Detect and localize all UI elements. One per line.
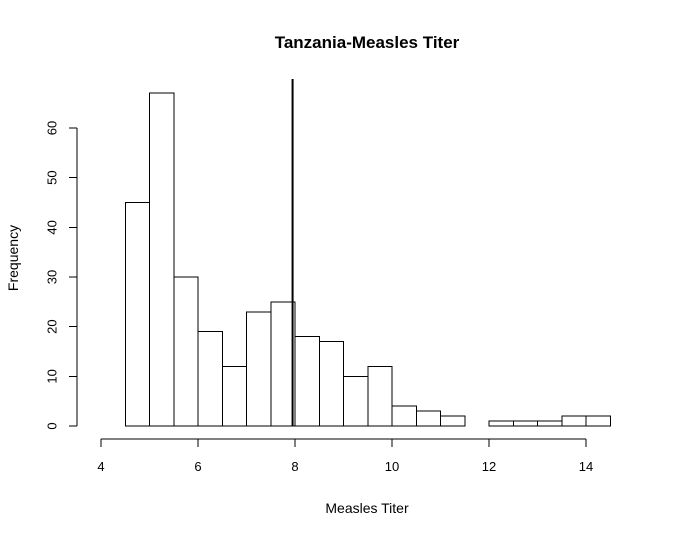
histogram-bar-19	[585, 415, 611, 427]
histogram-bar-16	[512, 420, 538, 427]
x-tick-label: 12	[482, 459, 496, 474]
x-tick-label: 14	[579, 459, 593, 474]
x-tick-label: 8	[291, 459, 298, 474]
histogram-bar-15	[488, 420, 514, 427]
x-axis: 4 6 8 10 12 14	[97, 438, 593, 474]
x-tick-label: 10	[385, 459, 399, 474]
x-axis-title: Measles Titer	[325, 500, 409, 516]
x-tick-label: 6	[194, 459, 201, 474]
y-tick-label: 40	[44, 220, 59, 234]
y-tick-label: 60	[44, 121, 59, 135]
y-tick-label: 30	[44, 270, 59, 284]
bars-layer	[124, 92, 611, 427]
chart-title: Tanzania-Measles Titer	[275, 33, 460, 52]
histogram-bar-0	[124, 202, 150, 427]
y-tick-label: 10	[44, 369, 59, 383]
histogram-bar-7	[294, 336, 320, 427]
histogram-bar-1	[149, 92, 175, 427]
histogram-bar-9	[343, 375, 369, 427]
histogram-bar-6	[270, 301, 296, 427]
histogram-bar-10	[367, 365, 393, 427]
y-axis-title: Frequency	[5, 225, 21, 291]
histogram-bar-17	[537, 420, 563, 427]
histogram-bar-3	[197, 331, 223, 427]
histogram-bar-8	[318, 341, 344, 427]
y-tick-label: 50	[44, 170, 59, 184]
histogram-bar-18	[561, 415, 587, 427]
x-tick-label: 4	[97, 459, 104, 474]
y-tick-label: 0	[44, 422, 59, 429]
histogram-bar-11	[391, 405, 417, 427]
histogram-bar-13	[440, 415, 466, 427]
histogram-bar-2	[173, 276, 199, 427]
y-axis: 0 10 20 30 40 50 60	[44, 121, 78, 430]
histogram-bar-5	[246, 311, 272, 427]
histogram-bar-4	[221, 365, 247, 427]
histogram-bar-12	[415, 410, 441, 427]
y-tick-label: 20	[44, 319, 59, 333]
